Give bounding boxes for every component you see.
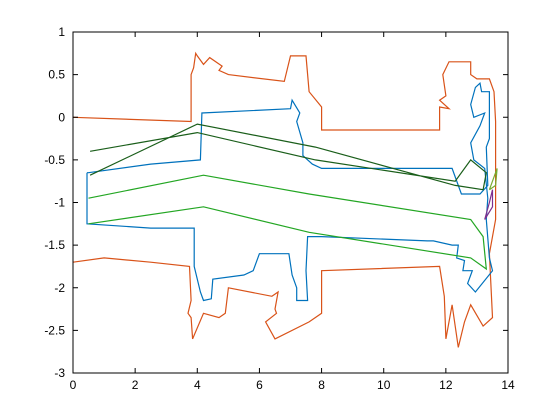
y-tick-label: 1 — [58, 25, 65, 39]
y-tick-label: 0 — [58, 110, 65, 124]
y-tick-label: -3 — [54, 366, 65, 380]
plot-frame — [72, 31, 509, 374]
axes-layer: 0 2 4 6 8 10 12 14 1 0.5 0 -0.5 -1 -1.5 -2 -2.5 -3 — [44, 25, 515, 392]
y-tick-label: -2 — [54, 281, 65, 295]
x-tick-label: 8 — [318, 378, 325, 392]
series-line-5 — [484, 189, 494, 220]
series-line-2 — [86, 82, 494, 302]
x-tick-label: 4 — [194, 378, 201, 392]
y-tick-label: -2.5 — [44, 323, 65, 337]
series-line-1 — [72, 51, 497, 348]
x-tick-label: 10 — [377, 378, 391, 392]
series-layer — [72, 51, 498, 348]
x-tick-label: 14 — [501, 378, 515, 392]
series-line-4 — [88, 174, 488, 271]
y-tick-label: 0.5 — [48, 68, 65, 82]
y-tick-label: -0.5 — [44, 153, 65, 167]
x-tick-label: 6 — [256, 378, 263, 392]
x-tick-label: 2 — [132, 378, 139, 392]
y-tick-label: -1 — [54, 196, 65, 210]
x-tick-label: 0 — [70, 378, 77, 392]
series-line-6 — [488, 168, 498, 191]
x-tick-label: 12 — [439, 378, 453, 392]
series-line-3 — [89, 123, 487, 191]
y-tick-label: -1.5 — [44, 238, 65, 252]
